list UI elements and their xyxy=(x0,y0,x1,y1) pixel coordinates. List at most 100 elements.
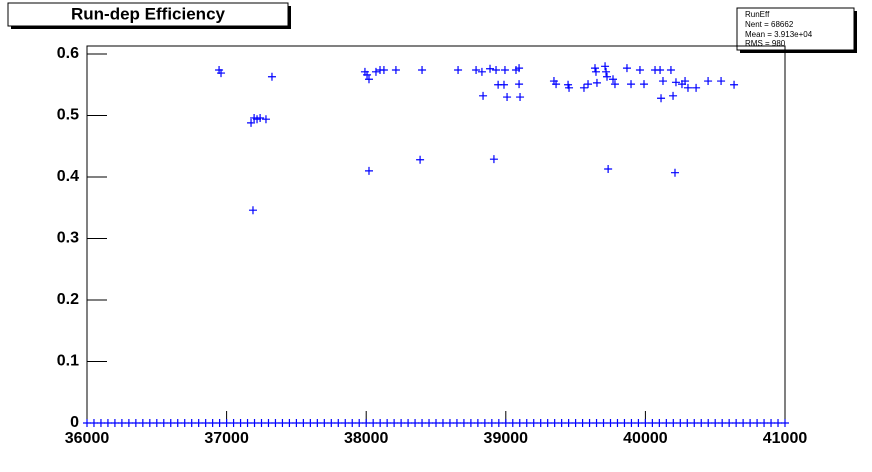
point xyxy=(166,419,175,427)
x-tick-label: 38000 xyxy=(344,430,389,447)
point xyxy=(208,419,217,427)
point xyxy=(454,65,463,74)
point xyxy=(306,419,315,427)
point xyxy=(320,419,329,427)
point xyxy=(364,166,373,175)
point xyxy=(229,419,238,427)
point xyxy=(669,91,678,100)
point xyxy=(529,419,538,427)
point xyxy=(501,419,510,427)
point xyxy=(411,419,420,427)
title-box xyxy=(7,2,289,27)
point xyxy=(487,419,496,427)
point xyxy=(622,64,631,73)
point xyxy=(585,419,594,427)
point xyxy=(379,65,388,74)
point xyxy=(669,419,678,427)
point xyxy=(564,419,573,427)
point xyxy=(640,80,649,89)
point xyxy=(676,419,685,427)
point xyxy=(180,419,189,427)
y-tick-label: 0.3 xyxy=(57,230,79,247)
point xyxy=(285,419,294,427)
point xyxy=(299,419,308,427)
point xyxy=(236,419,245,427)
point xyxy=(552,80,561,89)
point xyxy=(591,64,600,73)
point xyxy=(648,419,657,427)
point xyxy=(671,78,680,87)
point xyxy=(292,419,301,427)
point xyxy=(145,419,154,427)
point xyxy=(492,65,501,74)
point xyxy=(248,206,257,215)
point xyxy=(96,419,105,427)
point xyxy=(110,419,119,427)
point xyxy=(362,419,371,427)
point xyxy=(152,419,161,427)
point xyxy=(656,65,665,74)
point xyxy=(515,419,524,427)
point xyxy=(486,64,495,73)
point xyxy=(508,419,517,427)
point xyxy=(494,419,503,427)
x-tick-label: 37000 xyxy=(204,430,249,447)
point xyxy=(767,419,776,427)
point xyxy=(609,75,618,84)
point xyxy=(215,419,224,427)
point xyxy=(452,419,461,427)
point xyxy=(753,419,762,427)
point xyxy=(194,419,203,427)
point xyxy=(592,419,601,427)
point xyxy=(704,419,713,427)
stats-line: Mean = 3.913e+04 xyxy=(745,30,813,39)
point xyxy=(634,419,643,427)
point xyxy=(711,419,720,427)
point xyxy=(489,155,498,164)
point xyxy=(658,77,667,86)
point xyxy=(159,419,168,427)
point xyxy=(717,77,726,86)
point xyxy=(515,64,524,73)
point xyxy=(683,83,692,92)
y-tick-label: 0.4 xyxy=(57,168,79,185)
point xyxy=(584,80,593,89)
point xyxy=(313,419,322,427)
point xyxy=(662,419,671,427)
point xyxy=(83,419,91,427)
stats-line: RMS = 980 xyxy=(745,39,786,48)
point xyxy=(543,419,552,427)
point xyxy=(391,65,400,74)
point xyxy=(635,65,644,74)
point xyxy=(264,419,273,427)
y-tick-label: 0.2 xyxy=(57,291,79,308)
point xyxy=(257,419,266,427)
point xyxy=(418,419,427,427)
point xyxy=(187,419,196,427)
point xyxy=(670,168,679,177)
point xyxy=(327,419,336,427)
point xyxy=(692,83,701,92)
point xyxy=(565,83,574,92)
y-tick-label: 0.6 xyxy=(57,45,79,62)
x-tick-label: 36000 xyxy=(65,430,110,447)
point xyxy=(201,419,210,427)
point xyxy=(499,80,508,89)
point xyxy=(683,419,692,427)
point xyxy=(222,419,231,427)
point xyxy=(89,419,98,427)
point xyxy=(117,419,126,427)
point xyxy=(173,419,182,427)
point xyxy=(592,78,601,87)
point xyxy=(620,419,629,427)
point xyxy=(278,419,287,427)
point xyxy=(363,70,372,79)
y-tick-label: 0.5 xyxy=(57,107,79,124)
point xyxy=(355,419,364,427)
point xyxy=(376,419,385,427)
point xyxy=(473,419,482,427)
point xyxy=(613,419,622,427)
point xyxy=(247,118,256,127)
point xyxy=(599,419,608,427)
